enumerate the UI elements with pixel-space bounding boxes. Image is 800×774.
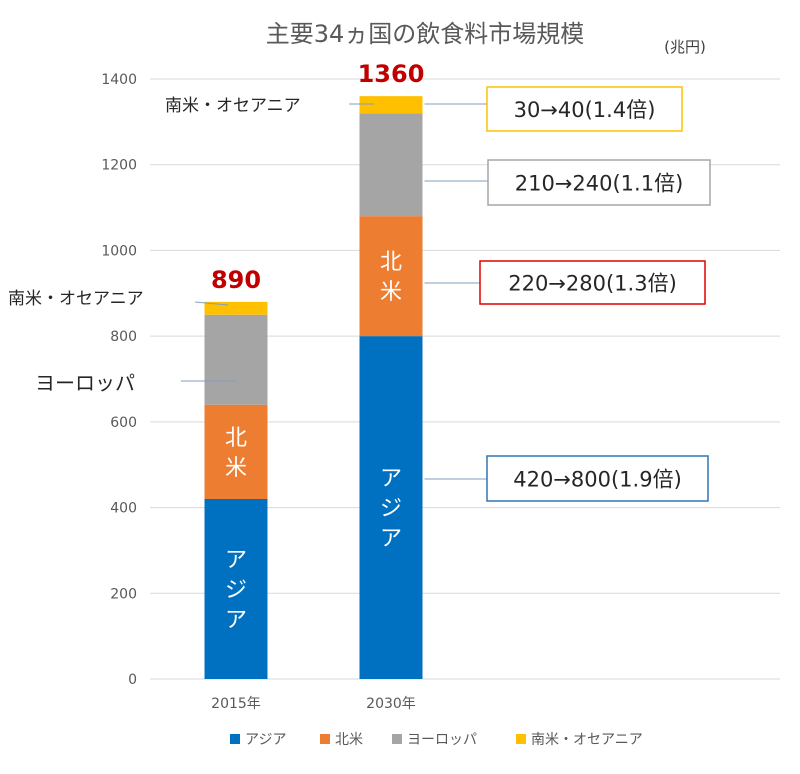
callout-box: [486, 455, 709, 502]
unit-label: (兆円): [664, 38, 706, 56]
bar-segment: [359, 336, 423, 679]
callout-box: [479, 260, 706, 305]
y-tick-label: 400: [110, 501, 137, 517]
callout-box: [487, 159, 711, 206]
y-tick-label: 600: [110, 415, 137, 431]
bar-segment: [359, 96, 423, 114]
y-tick-label: 0: [128, 672, 137, 688]
segment-label: アジア: [225, 548, 247, 633]
legend-swatch: [516, 734, 526, 744]
legend-label: 南米・オセアニア: [531, 732, 643, 748]
callout-line: [194, 301, 229, 306]
y-tick-label: 1200: [101, 158, 137, 174]
legend-swatch: [320, 734, 330, 744]
bar-segment: [204, 301, 268, 315]
y-tick-label: 800: [110, 329, 137, 345]
legend-swatch: [230, 734, 240, 744]
callout-box-label: 210→240(1.1倍): [515, 172, 684, 196]
callout-box: [486, 86, 683, 132]
bar-segment: [204, 404, 268, 499]
segment-label: アジア: [380, 467, 402, 552]
legend-label: 北米: [335, 732, 363, 748]
legend: アジア 北米 ヨーロッパ 南米・オセアニア: [230, 732, 643, 748]
x-tick-label: 2015年: [211, 696, 261, 712]
total-label: 890: [211, 266, 261, 294]
callout-box-label: 220→280(1.3倍): [508, 272, 677, 296]
legend-label: アジア: [245, 732, 286, 748]
callout-box-label: 30→40(1.4倍): [514, 98, 656, 122]
x-tick-label: 2030年: [366, 696, 416, 712]
bar-segment: [204, 499, 268, 679]
y-tick-label: 200: [110, 586, 137, 602]
callout-label: ヨーロッパ: [35, 371, 135, 395]
callout-box-label: 420→800(1.9倍): [513, 468, 682, 492]
callout-label: 南米・オセアニア: [165, 96, 301, 116]
bar-segment: [204, 314, 268, 405]
segment-label: 北米: [380, 250, 402, 305]
y-tick-label: 1000: [101, 243, 137, 259]
callout-label: 南米・オセアニア: [8, 289, 144, 309]
bar-segment: [359, 113, 423, 217]
total-label: 1360: [358, 60, 425, 88]
y-tick-label: 1400: [101, 72, 137, 88]
legend-label: ヨーロッパ: [407, 732, 477, 748]
legend-swatch: [392, 734, 402, 744]
chart-title: 主要34ヵ国の飲食料市場規模: [266, 20, 585, 48]
segment-label: 北米: [225, 426, 247, 481]
bar-segment: [359, 216, 423, 337]
